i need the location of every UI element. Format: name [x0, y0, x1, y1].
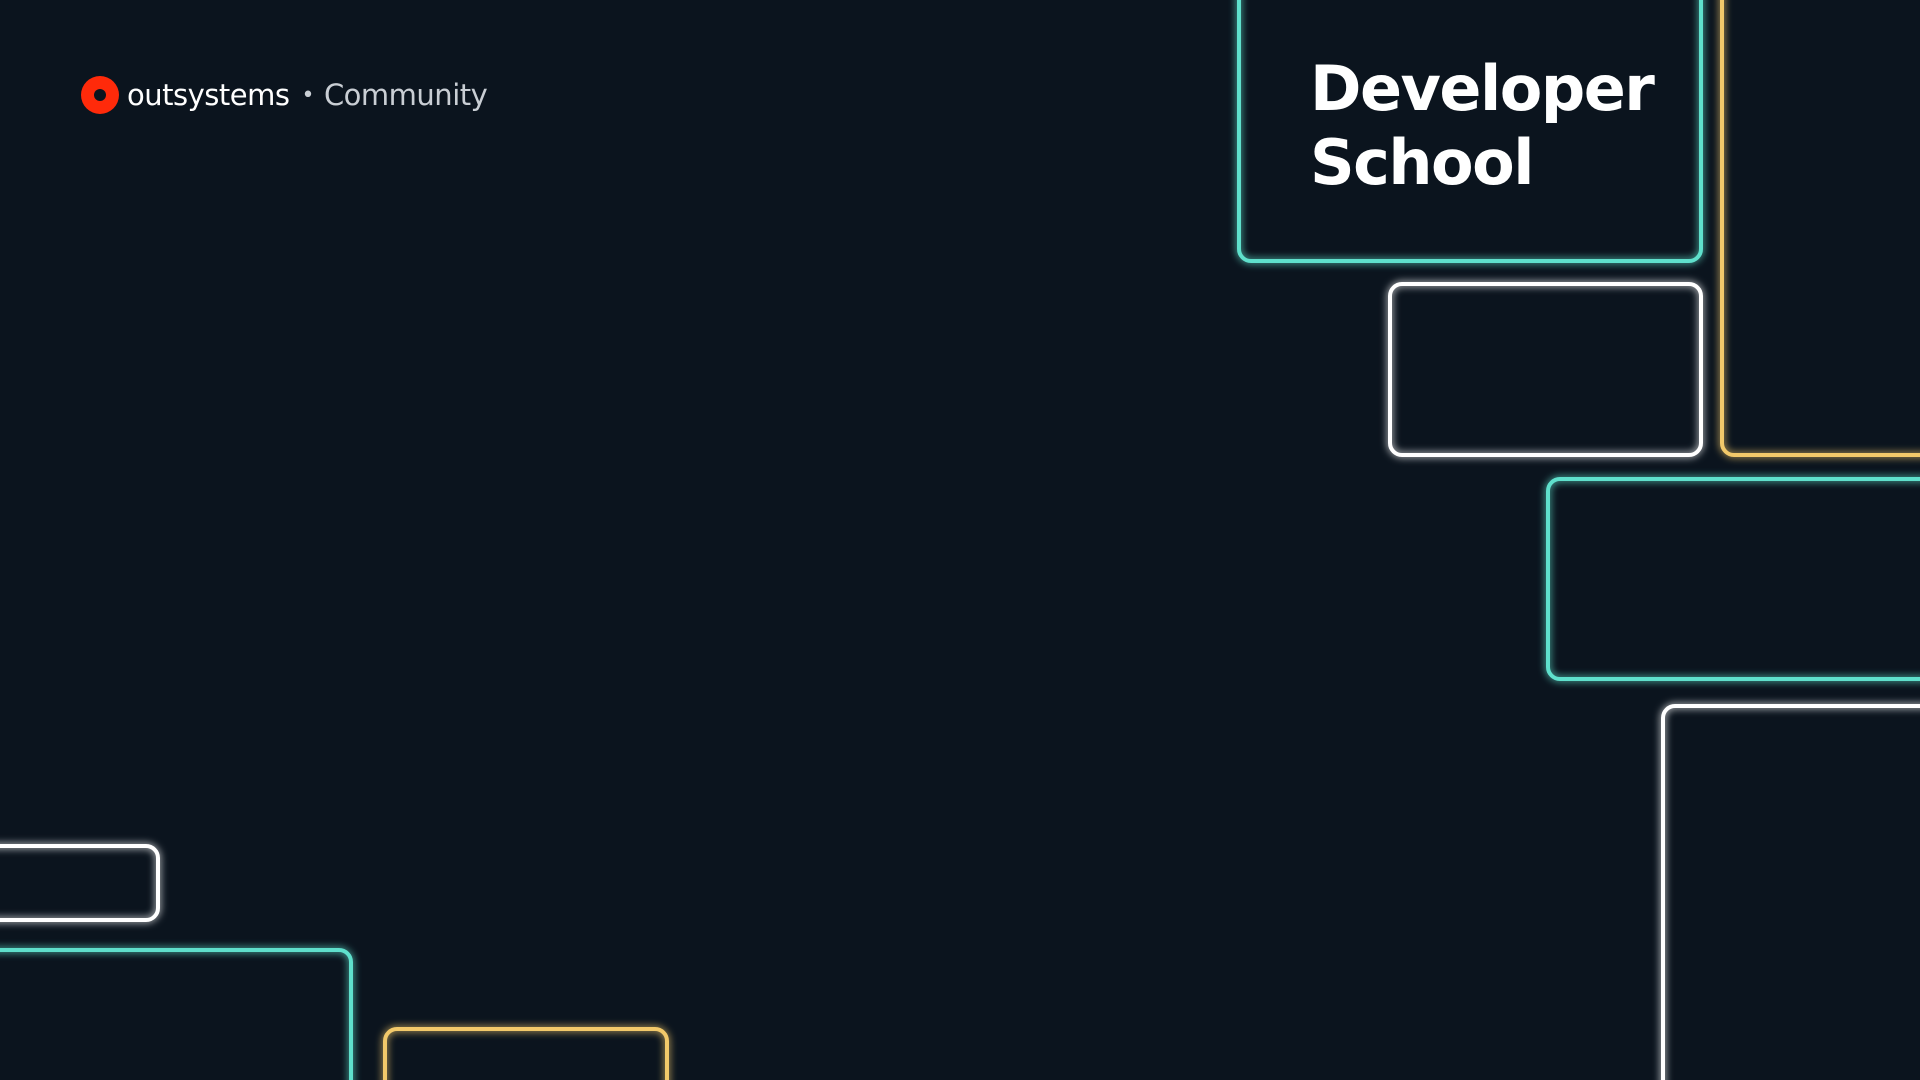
title-line-1: Developer [1310, 52, 1655, 125]
title-line-2: School [1310, 126, 1535, 199]
page-title: Developer School [1310, 52, 1655, 200]
teal-outline-box [1546, 477, 1920, 681]
brand-separator: • [301, 82, 314, 108]
teal-outline-box [0, 948, 353, 1080]
yellow-outline-box [1720, 0, 1920, 457]
white-outline-box [1388, 282, 1703, 457]
teal-outline-box [1237, 0, 1703, 263]
outsystems-logo-icon [81, 76, 119, 114]
brand-lockup[interactable]: outsystems • Community [81, 74, 488, 116]
yellow-outline-box [383, 1027, 669, 1080]
brand-community-label: Community [323, 78, 488, 112]
white-outline-box [0, 844, 160, 922]
brand-name: outsystems [127, 78, 290, 112]
white-outline-box [1661, 704, 1920, 1080]
